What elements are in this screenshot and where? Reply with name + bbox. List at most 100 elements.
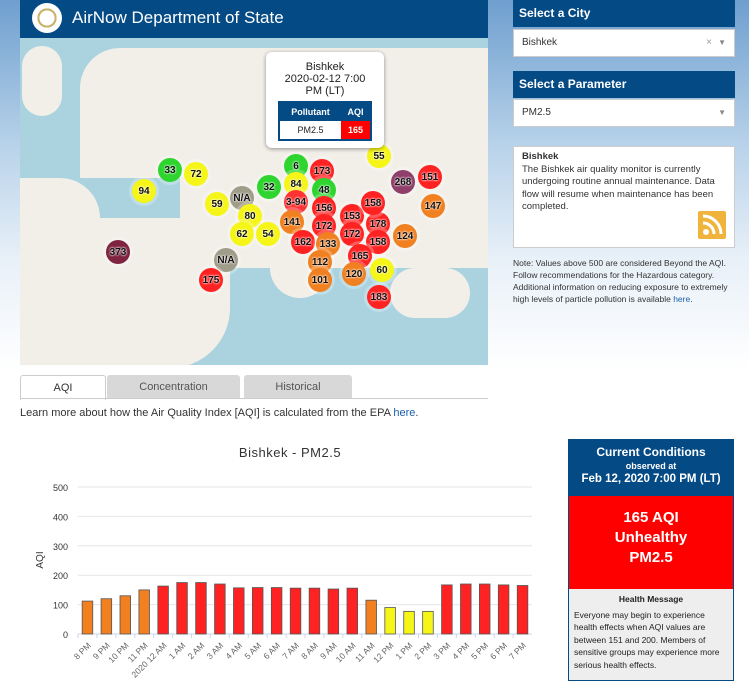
x-tick-label: 8 AM [299, 640, 320, 661]
map-marker[interactable]: 94 [132, 179, 156, 203]
bar [403, 610, 415, 635]
map-marker[interactable]: 124 [393, 224, 417, 248]
current-pollutant: PM2.5 [629, 549, 673, 566]
popup-pollutant: PM2.5 [297, 125, 324, 135]
y-tick-label: 100 [53, 601, 68, 611]
map-marker[interactable]: 120 [342, 262, 366, 286]
current-category: Unhealthy [614, 529, 688, 546]
x-tick-label: 4 PM [450, 640, 471, 661]
map-marker[interactable]: 101 [308, 268, 332, 292]
popup-col-aqi: AQI [341, 102, 371, 121]
y-axis-label: AQI [35, 551, 46, 568]
chevron-down-icon[interactable]: ▼ [718, 108, 726, 117]
bar [308, 587, 321, 635]
popup-aqi: 165 [341, 121, 371, 140]
map-marker[interactable]: 151 [418, 165, 442, 189]
bar [157, 585, 169, 635]
map-marker[interactable]: 373 [106, 240, 130, 264]
y-tick-label: 300 [53, 542, 68, 552]
bar [289, 587, 302, 635]
bar [100, 598, 113, 635]
map-marker[interactable]: 158 [361, 191, 385, 215]
bar [81, 600, 94, 635]
tab-concentration[interactable]: Concentration [107, 375, 240, 399]
x-tick-label: 2 PM [412, 640, 433, 661]
x-tick-label: 2 AM [186, 640, 207, 661]
bar [497, 584, 510, 635]
current-aqi-box: 165 AQI Unhealthy PM2.5 [569, 496, 733, 589]
x-tick-label: 7 AM [280, 640, 301, 661]
map-marker[interactable]: 268 [391, 170, 415, 194]
bar [252, 587, 264, 635]
map-marker[interactable]: 172 [340, 222, 364, 246]
current-title: Current Conditions [596, 445, 706, 459]
bar [233, 587, 245, 635]
map[interactable]: 33 72 94 59 N/A 80 62 54 32 6 84 173 3-94 48 156 172 153… [20, 38, 488, 365]
bar [195, 582, 207, 635]
map-marker[interactable]: N/A [214, 248, 238, 272]
map-marker[interactable]: 147 [421, 194, 445, 218]
tab-aqi[interactable]: AQI [20, 375, 106, 400]
rss-icon[interactable] [698, 211, 726, 239]
map-marker[interactable]: 162 [291, 230, 315, 254]
x-tick-label: 4 AM [223, 640, 244, 661]
learn-end: . [415, 407, 419, 419]
info-text: The Bishkek air quality monitor is curre… [522, 163, 715, 213]
bar [479, 583, 491, 635]
map-marker[interactable]: 59 [205, 192, 229, 216]
learn-text: Learn more about how the Air Quality Ind… [20, 407, 394, 419]
map-marker[interactable]: 175 [199, 268, 223, 292]
bar [214, 583, 226, 635]
bar [365, 599, 377, 635]
map-marker[interactable]: 62 [230, 222, 254, 246]
bar [516, 585, 529, 635]
map-marker[interactable]: 55 [367, 144, 391, 168]
app-header: AirNow Department of State [20, 0, 488, 38]
chevron-down-icon[interactable]: ▼ [718, 38, 726, 47]
x-tick-label: 8 PM [72, 640, 93, 661]
map-marker[interactable]: 32 [257, 175, 281, 199]
x-tick-label: 6 AM [261, 640, 282, 661]
learn-link[interactable]: here [393, 407, 416, 419]
y-tick-label: 0 [63, 630, 68, 640]
bar [138, 589, 150, 635]
city-label: Select a City [513, 0, 735, 27]
bar [384, 607, 396, 635]
health-message-title: Health Message [618, 594, 684, 604]
map-marker[interactable]: 33 [158, 158, 182, 182]
note-link[interactable]: here [673, 294, 691, 304]
popup-col-pollutant: Pollutant [279, 102, 342, 121]
y-tick-label: 500 [53, 483, 68, 493]
app-title: AirNow Department of State [72, 8, 284, 27]
bar [441, 584, 453, 635]
x-tick-label: 7 PM [507, 640, 528, 661]
tab-historical[interactable]: Historical [244, 375, 352, 399]
bar [346, 587, 358, 635]
parameter-label: Select a Parameter [513, 71, 735, 98]
city-select[interactable]: Bishkek × ▼ [513, 29, 735, 57]
site-info-box: Bishkek The Bishkek air quality monitor … [513, 146, 735, 248]
popup-datetime-2: PM (LT) [305, 85, 345, 97]
x-tick-label: 10 PM [106, 640, 130, 664]
x-tick-label: 6 PM [488, 640, 509, 661]
bar [270, 587, 283, 635]
x-tick-label: 5 AM [242, 640, 263, 661]
x-tick-label: 3 PM [431, 640, 452, 661]
x-tick-label: 3 AM [205, 640, 226, 661]
map-marker[interactable]: 72 [184, 162, 208, 186]
clear-icon[interactable]: × [706, 37, 712, 48]
map-marker[interactable]: 183 [367, 285, 391, 309]
parameter-select[interactable]: PM2.5 ▼ [513, 99, 735, 127]
popup-table: Pollutant AQI PM2.5 165 [278, 101, 372, 141]
current-observed: observed at [625, 461, 677, 471]
health-message-text: Everyone may begin to experience health … [574, 609, 720, 670]
popup-datetime: 2020-02-12 7:00 [284, 73, 366, 85]
chart-title: Bishkek - PM2.5 [238, 445, 342, 460]
bar [119, 595, 131, 635]
note-end: . [690, 294, 693, 304]
aqi-note: Note: Values above 500 are considered Be… [513, 257, 745, 305]
x-tick-label: 10 AM [334, 640, 358, 664]
map-marker[interactable]: 54 [256, 222, 280, 246]
map-marker[interactable]: 60 [370, 258, 394, 282]
